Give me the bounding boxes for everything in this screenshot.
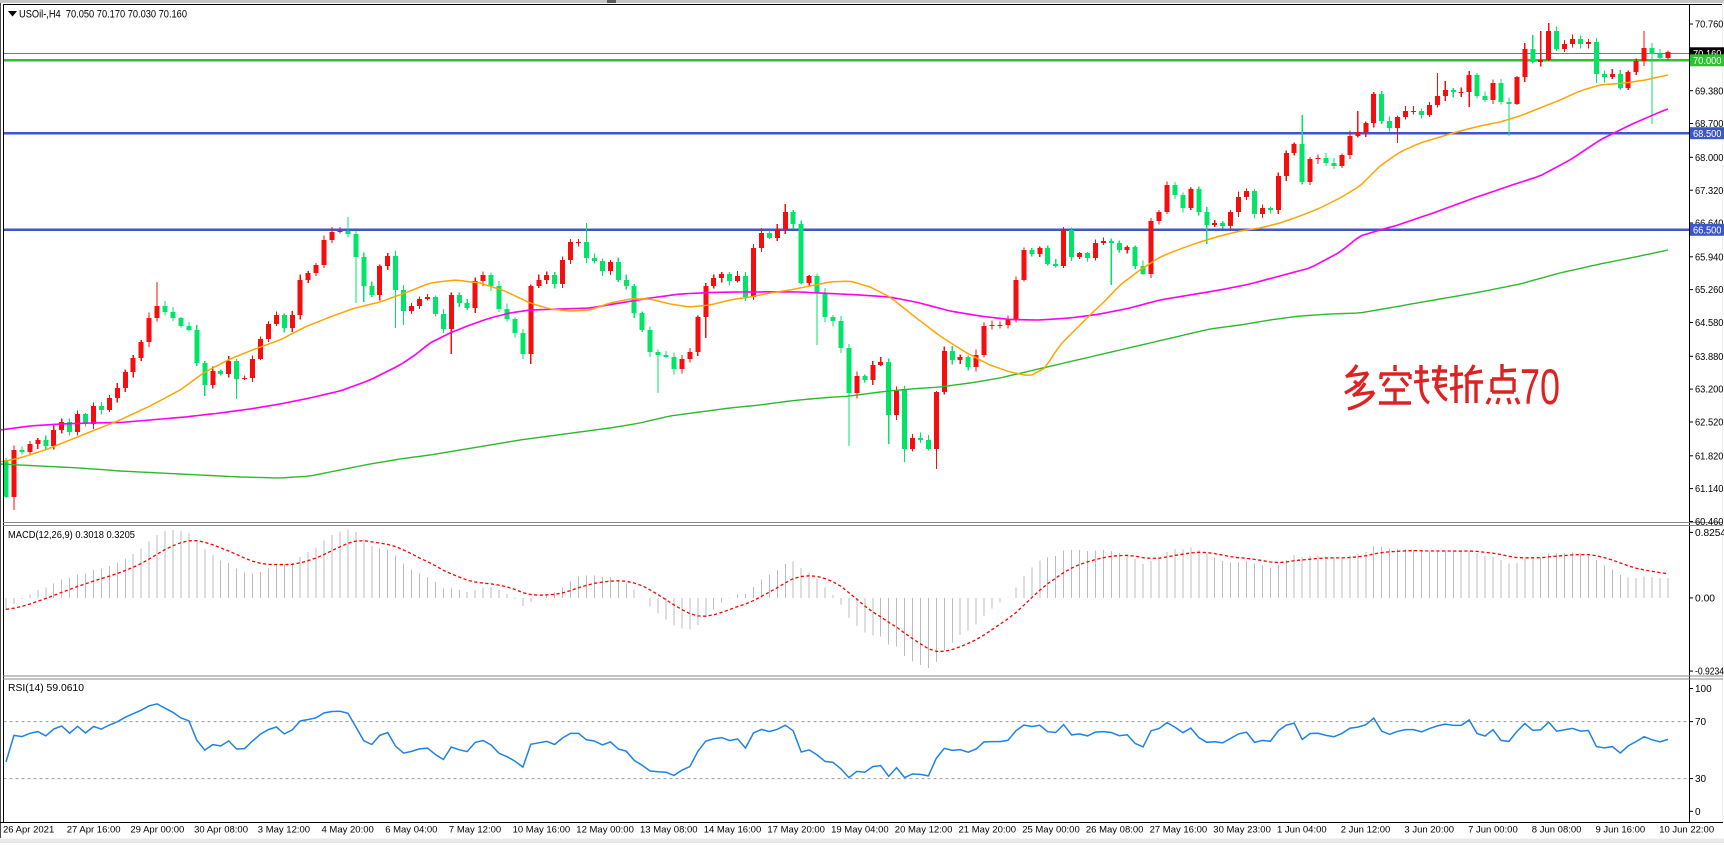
svg-text:7 May 12:00: 7 May 12:00 bbox=[449, 825, 501, 836]
svg-text:20 May 12:00: 20 May 12:00 bbox=[895, 825, 953, 836]
svg-text:70.760: 70.760 bbox=[1695, 20, 1724, 31]
svg-text:66.500: 66.500 bbox=[1693, 226, 1722, 237]
svg-text:29 Apr 00:00: 29 Apr 00:00 bbox=[130, 825, 184, 836]
svg-text:61.820: 61.820 bbox=[1695, 451, 1724, 462]
svg-text:0.8254: 0.8254 bbox=[1695, 528, 1724, 539]
svg-text:70: 70 bbox=[1520, 359, 1560, 415]
svg-text:27 May 16:00: 27 May 16:00 bbox=[1150, 825, 1208, 836]
svg-text:62.520: 62.520 bbox=[1695, 418, 1724, 429]
svg-text:68.500: 68.500 bbox=[1693, 129, 1722, 140]
svg-text:30 May 23:00: 30 May 23:00 bbox=[1213, 825, 1271, 836]
svg-text:2 Jun 12:00: 2 Jun 12:00 bbox=[1341, 825, 1391, 836]
svg-text:26 Apr 2021: 26 Apr 2021 bbox=[3, 825, 54, 836]
svg-text:9 Jun 16:00: 9 Jun 16:00 bbox=[1596, 825, 1646, 836]
svg-text:13 May 08:00: 13 May 08:00 bbox=[640, 825, 698, 836]
svg-text:17 May 20:00: 17 May 20:00 bbox=[767, 825, 825, 836]
svg-text:65.940: 65.940 bbox=[1695, 252, 1724, 263]
svg-text:67.320: 67.320 bbox=[1695, 186, 1724, 197]
svg-text:-0.9234: -0.9234 bbox=[1695, 667, 1724, 678]
svg-text:0.00: 0.00 bbox=[1695, 594, 1715, 605]
svg-text:10 Jun 22:00: 10 Jun 22:00 bbox=[1659, 825, 1714, 836]
svg-text:7 Jun 00:00: 7 Jun 00:00 bbox=[1468, 825, 1518, 836]
svg-text:63.200: 63.200 bbox=[1695, 385, 1724, 396]
svg-text:61.140: 61.140 bbox=[1695, 484, 1724, 495]
svg-text:30: 30 bbox=[1695, 774, 1707, 785]
svg-text:MACD(12,26,9) 0.3018 0.3205: MACD(12,26,9) 0.3018 0.3205 bbox=[8, 529, 135, 541]
svg-text:69.380: 69.380 bbox=[1695, 86, 1724, 97]
svg-text:10 May 16:00: 10 May 16:00 bbox=[513, 825, 571, 836]
svg-text:14 May 16:00: 14 May 16:00 bbox=[704, 825, 762, 836]
svg-text:0: 0 bbox=[1695, 807, 1701, 818]
svg-text:3 Jun 20:00: 3 Jun 20:00 bbox=[1404, 825, 1454, 836]
svg-text:19 May 04:00: 19 May 04:00 bbox=[831, 825, 889, 836]
svg-text:21 May 20:00: 21 May 20:00 bbox=[959, 825, 1017, 836]
svg-text:8 Jun 08:00: 8 Jun 08:00 bbox=[1532, 825, 1582, 836]
svg-text:1 Jun 04:00: 1 Jun 04:00 bbox=[1277, 825, 1327, 836]
svg-text:70.000: 70.000 bbox=[1693, 56, 1722, 67]
svg-text:3 May 12:00: 3 May 12:00 bbox=[258, 825, 310, 836]
svg-text:RSI(14) 59.0610: RSI(14) 59.0610 bbox=[8, 682, 84, 694]
svg-text:USOil-,H4 70.050 70.170 70.03: USOil-,H4 70.050 70.170 70.030 70.160 bbox=[19, 9, 187, 21]
svg-text:70: 70 bbox=[1695, 717, 1707, 728]
svg-text:26 May 08:00: 26 May 08:00 bbox=[1086, 825, 1144, 836]
svg-text:68.000: 68.000 bbox=[1695, 153, 1724, 164]
svg-text:60.460: 60.460 bbox=[1695, 517, 1724, 528]
svg-text:27 Apr 16:00: 27 Apr 16:00 bbox=[67, 825, 121, 836]
svg-text:6 May 04:00: 6 May 04:00 bbox=[385, 825, 437, 836]
svg-text:100: 100 bbox=[1695, 684, 1712, 695]
svg-text:4 May 20:00: 4 May 20:00 bbox=[322, 825, 374, 836]
svg-text:65.260: 65.260 bbox=[1695, 285, 1724, 296]
svg-text:63.880: 63.880 bbox=[1695, 352, 1724, 363]
svg-text:64.580: 64.580 bbox=[1695, 318, 1724, 329]
svg-text:12 May 00:00: 12 May 00:00 bbox=[576, 825, 634, 836]
svg-text:25 May 00:00: 25 May 00:00 bbox=[1022, 825, 1080, 836]
svg-text:30 Apr 08:00: 30 Apr 08:00 bbox=[194, 825, 248, 836]
